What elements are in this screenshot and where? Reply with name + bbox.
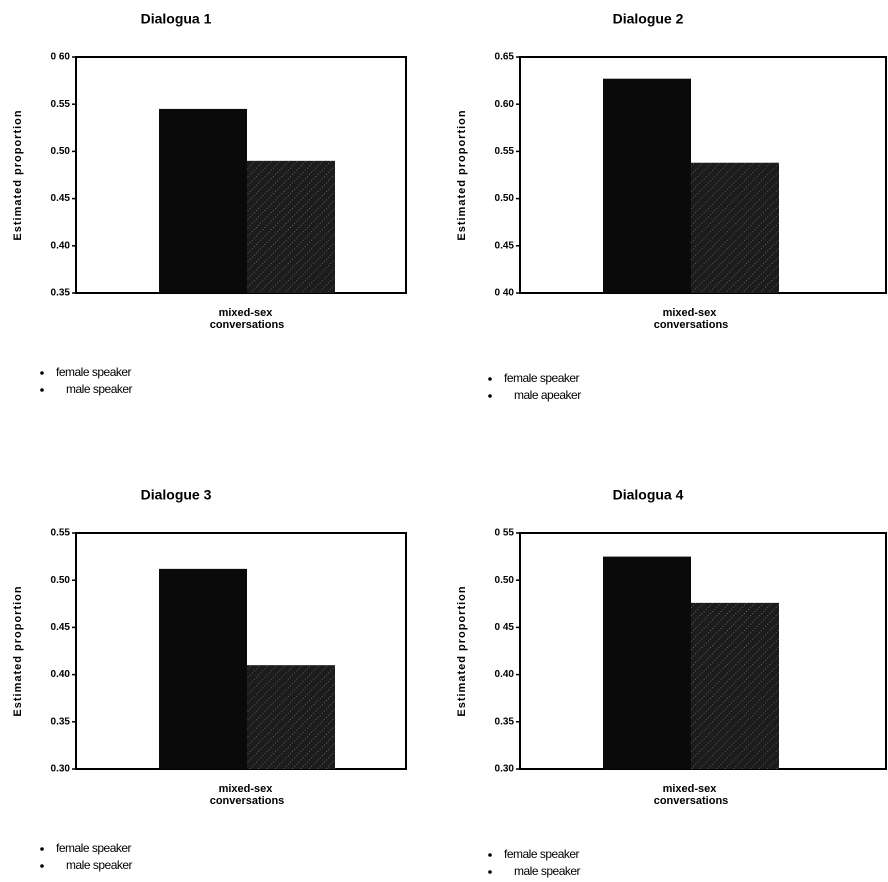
y-tick-label: 0.40: [51, 240, 71, 251]
y-axis-label: Estimated proportion: [12, 585, 24, 716]
y-tick-label: 0 55: [495, 528, 515, 539]
x-tick-line: mixed-sex: [663, 307, 720, 319]
legend-label: female speaker: [56, 365, 132, 379]
legend-bullet: [488, 394, 492, 398]
legend-label: male speaker: [66, 382, 133, 396]
y-tick-label: 0.45: [51, 193, 71, 204]
y-tick-label: 0.30: [495, 764, 515, 775]
bar: [603, 556, 691, 769]
x-tick-line: conversations: [654, 319, 729, 331]
y-tick-label: 0.60: [495, 99, 515, 110]
y-tick-label: 0.55: [495, 146, 515, 157]
y-tick-label: 0.45: [51, 622, 71, 633]
bar: [603, 78, 691, 293]
y-tick-label: 0.30: [51, 764, 71, 775]
y-tick-label: 0.50: [495, 575, 515, 586]
x-tick-label: mixed-sex conversations: [654, 783, 729, 807]
x-tick-line: mixed-sex: [219, 307, 276, 319]
y-tick-label: 0.40: [495, 669, 515, 680]
legend-bullet: [488, 870, 492, 874]
chart-title: Dialogue 2: [613, 11, 684, 27]
x-tick-label: mixed-sex conversations: [210, 783, 285, 807]
legend-bullet: [40, 371, 44, 375]
chart-title: Dialogua 4: [613, 487, 684, 503]
legend-bullet: [40, 864, 44, 868]
y-tick-label: 0.55: [51, 528, 71, 539]
legend-label: female speaker: [504, 847, 580, 861]
y-tick-label: 0.65: [495, 52, 515, 63]
y-axis-label: Estimated proportion: [456, 585, 468, 716]
legend-bullet: [40, 388, 44, 392]
y-tick-label: 0.45: [495, 240, 515, 251]
bar: [159, 568, 247, 769]
chart-title: Dialogua 1: [141, 11, 212, 27]
y-tick-label: 0.40: [51, 669, 71, 680]
y-axis-label: Estimated proportion: [12, 109, 24, 240]
chart-title: Dialogue 3: [141, 487, 212, 503]
x-tick-line: mixed-sex: [663, 783, 720, 795]
x-tick-line: conversations: [210, 795, 285, 807]
legend-label: male speaker: [66, 858, 133, 872]
y-tick-label: 0.35: [51, 716, 71, 727]
y-tick-label: 0 40: [495, 288, 515, 299]
legend-bullet: [488, 377, 492, 381]
bar: [159, 108, 247, 293]
bar: [691, 602, 779, 769]
legend-label: male speaker: [514, 864, 581, 878]
legend-label: female speaker: [56, 841, 132, 855]
y-tick-label: 0.50: [51, 575, 71, 586]
x-tick-line: mixed-sex: [219, 783, 276, 795]
y-tick-label: 0 60: [51, 52, 71, 63]
x-tick-label: mixed-sex conversations: [210, 307, 285, 331]
y-tick-label: 0.35: [495, 716, 515, 727]
x-tick-line: conversations: [654, 795, 729, 807]
bar: [247, 160, 335, 293]
x-tick-line: conversations: [210, 319, 285, 331]
y-tick-label: 0.50: [51, 146, 71, 157]
y-tick-label: 0.50: [495, 193, 515, 204]
bar: [691, 162, 779, 293]
legend-label: female speaker: [504, 371, 580, 385]
y-axis-label: Estimated proportion: [456, 109, 468, 240]
x-tick-label: mixed-sex conversations: [654, 307, 729, 331]
legend-label: male apeaker: [514, 388, 581, 402]
y-tick-label: 0 45: [495, 622, 515, 633]
legend-bullet: [488, 853, 492, 857]
y-tick-label: 0.55: [51, 99, 71, 110]
bar: [247, 665, 335, 769]
legend-bullet: [40, 847, 44, 851]
y-tick-label: 0.35: [51, 288, 71, 299]
